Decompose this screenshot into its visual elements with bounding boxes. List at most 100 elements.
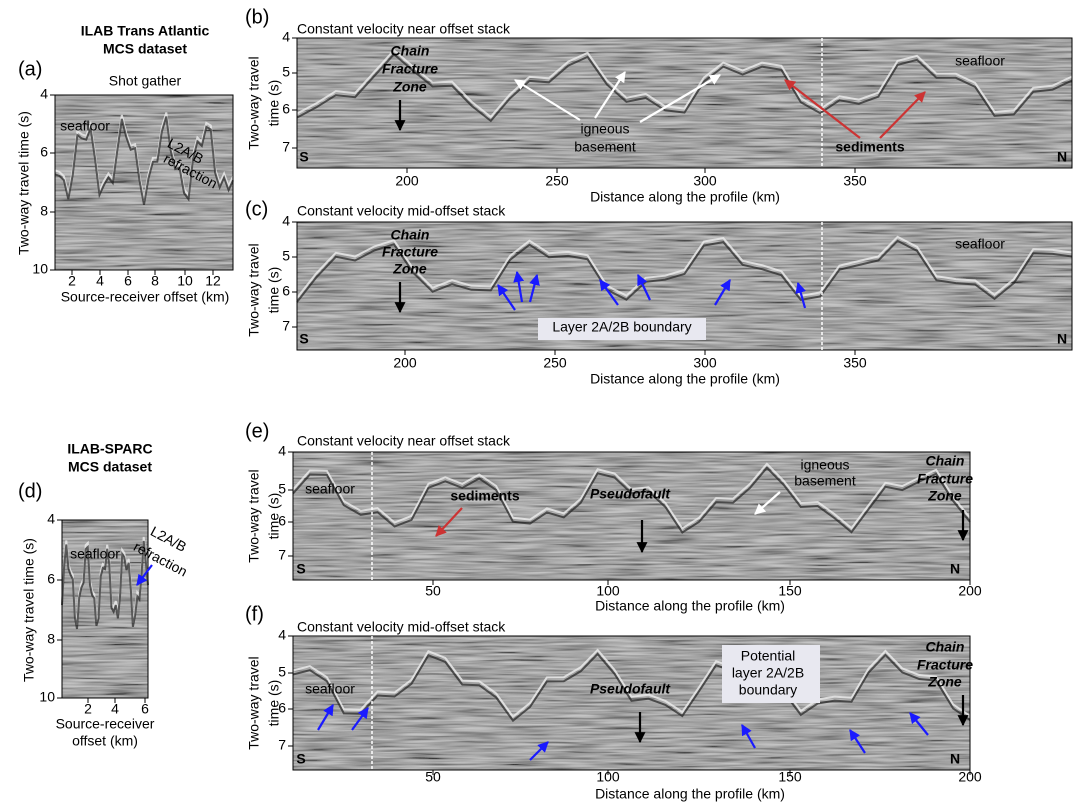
x-tick-label: 150	[778, 769, 802, 785]
seismic-texture	[293, 452, 970, 580]
arrow	[639, 74, 721, 123]
image-frame	[54, 94, 234, 271]
y-axis-label: Two-way travel time (s)	[16, 111, 32, 255]
y-tick-label: 6	[40, 144, 48, 160]
y-axis-label: Two-way travel	[246, 56, 262, 149]
arrow	[528, 273, 540, 303]
x-tick-label: 300	[693, 173, 717, 189]
arrow	[714, 279, 731, 306]
y-tick-label: 7	[282, 318, 290, 334]
x-tick-label: 100	[596, 583, 620, 599]
annotation: N	[950, 751, 960, 767]
y-axis-label: Two-way travel	[246, 656, 262, 749]
reflector	[296, 48, 1073, 119]
x-tick-label: 350	[843, 355, 867, 371]
annotation: Zone	[392, 261, 427, 277]
dataset-title: MCS dataset	[68, 459, 152, 475]
x-tick-label: 200	[395, 173, 419, 189]
reflector	[292, 462, 971, 530]
x-tick-label: 100	[596, 769, 620, 785]
x-axis-label: Distance along the profile (km)	[590, 371, 780, 387]
arrow	[599, 279, 619, 306]
y-tick-label: 7	[282, 139, 290, 155]
x-tick-label: 8	[151, 273, 159, 289]
annotation: seafloor	[305, 681, 355, 697]
panel-title: Shot gather	[109, 73, 182, 89]
arrow	[741, 724, 756, 749]
annotation: Chain	[926, 639, 965, 655]
y-tick-label: 5	[282, 248, 290, 264]
annotation: basement	[574, 139, 636, 155]
annotation: Potential	[741, 648, 795, 664]
y-tick-label: 10	[39, 689, 55, 705]
x-tick-label: 4	[96, 273, 104, 289]
x-tick-label: 10	[177, 273, 193, 289]
y-axis-label: time (s)	[266, 80, 282, 127]
arrow	[637, 274, 651, 301]
panel-label: (c)	[245, 198, 268, 220]
image-frame	[292, 635, 971, 771]
arrow	[909, 712, 929, 736]
x-axis-label: Source-receiver	[56, 716, 155, 732]
x-tick-label: 12	[205, 273, 221, 289]
x-axis-label: Distance along the profile (km)	[590, 189, 780, 205]
seismic-texture	[55, 95, 233, 270]
seismic-texture	[297, 38, 1072, 168]
x-tick-label: 4	[111, 701, 119, 717]
annotation: Zone	[392, 79, 427, 95]
x-tick-label: 200	[393, 355, 417, 371]
annotation: Chain	[926, 453, 965, 469]
panel-label: (b)	[245, 6, 269, 28]
arrow	[497, 284, 516, 311]
label-box	[722, 645, 820, 703]
x-tick-label: 200	[958, 769, 982, 785]
annotation: S	[299, 331, 308, 347]
arrow	[529, 741, 549, 761]
annotation: Zone	[927, 488, 962, 504]
dataset-title: ILAB Trans Atlantic	[81, 23, 210, 39]
x-axis-label: offset (km)	[72, 733, 138, 749]
y-tick-label: 4	[47, 511, 55, 527]
arrow	[317, 704, 334, 731]
annotation: layer 2A/2B	[732, 665, 804, 681]
panel-title: Constant velocity near offset stack	[297, 21, 511, 37]
annotation: Zone	[927, 674, 962, 690]
reflector	[296, 52, 1073, 123]
y-tick-label: 4	[282, 213, 290, 229]
annotation: Pseudofault	[590, 681, 671, 697]
panel-label: (d)	[18, 480, 42, 502]
y-axis-label: time (s)	[266, 680, 282, 727]
annotation: Fracture	[382, 244, 438, 260]
arrow	[849, 729, 866, 754]
y-tick-label: 6	[47, 571, 55, 587]
image-frame	[61, 519, 149, 699]
y-tick-label: 7	[278, 737, 286, 753]
y-tick-label: 7	[278, 547, 286, 563]
x-tick-label: 250	[545, 173, 569, 189]
arrow	[795, 281, 807, 309]
reflector	[296, 239, 1073, 303]
arrow	[784, 79, 861, 139]
annotation: boundary	[739, 682, 797, 698]
annotation: N	[1057, 149, 1067, 165]
annotation: seafloor	[955, 236, 1005, 252]
y-tick-label: 6	[278, 513, 286, 529]
y-axis-label: Two-way travel time (s)	[21, 538, 37, 682]
annotation: S	[296, 561, 305, 577]
x-tick-label: 2	[84, 701, 92, 717]
x-tick-label: 150	[778, 583, 802, 599]
x-axis-label: Source-receiver offset (km)	[61, 289, 230, 305]
y-tick-label: 4	[278, 443, 286, 459]
label-box	[538, 318, 706, 340]
y-axis-label: Two-way travel	[246, 469, 262, 562]
seismic-texture	[293, 636, 970, 770]
panel-title: Constant velocity mid-offset stack	[297, 619, 506, 635]
x-tick-label: 6	[141, 701, 149, 717]
reflector	[296, 235, 1073, 299]
annotation: seafloor	[955, 53, 1005, 69]
panel-title: Constant velocity near offset stack	[297, 433, 511, 449]
arrow	[514, 79, 581, 121]
image-frame	[296, 37, 1073, 169]
arrow	[594, 71, 626, 119]
